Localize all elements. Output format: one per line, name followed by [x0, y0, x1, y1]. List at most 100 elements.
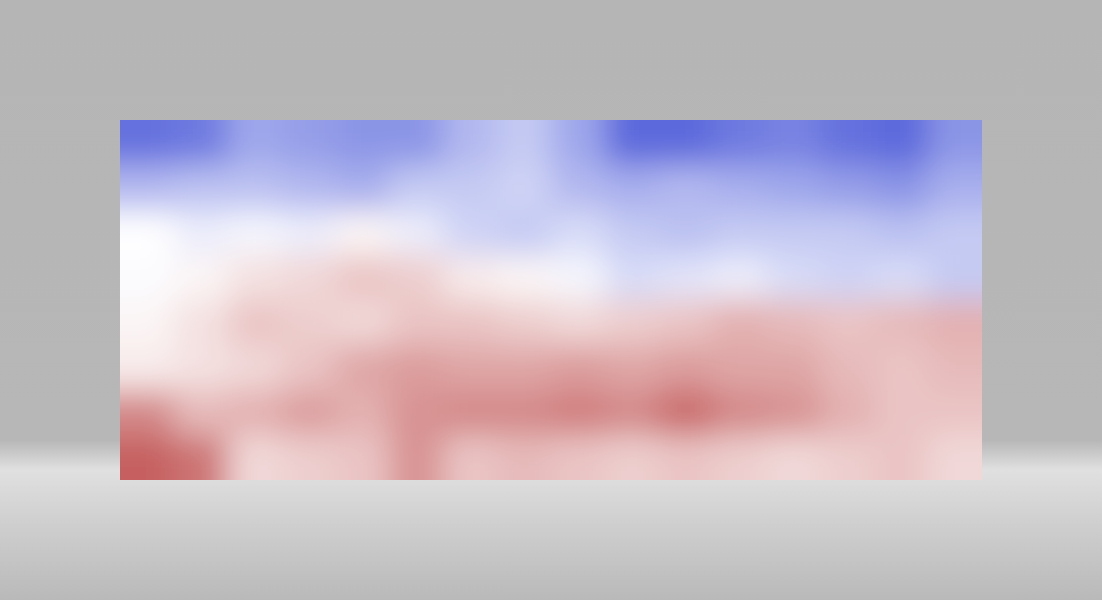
cell: [551, 120, 606, 166]
cell: [605, 165, 660, 211]
cell: [120, 165, 175, 211]
cell: [767, 300, 822, 346]
cell: [228, 210, 283, 256]
cell: [605, 435, 660, 480]
cell: [820, 345, 875, 391]
cell: [282, 300, 337, 346]
cell: [659, 165, 714, 211]
cell: [282, 255, 337, 301]
chart: [0, 0, 1102, 600]
cell: [659, 345, 714, 391]
cell: [551, 435, 606, 480]
cell: [820, 255, 875, 301]
cell: [713, 435, 768, 480]
cell: [228, 120, 283, 166]
cell: [659, 390, 714, 436]
cell: [605, 300, 660, 346]
cell: [389, 435, 444, 480]
cell: [336, 300, 391, 346]
cell: [928, 435, 982, 480]
cell: [928, 165, 982, 211]
cell: [659, 435, 714, 480]
cell: [443, 255, 498, 301]
cell: [713, 120, 768, 166]
cell: [389, 345, 444, 391]
cell: [336, 345, 391, 391]
cell: [820, 435, 875, 480]
cell: [120, 390, 175, 436]
cell: [443, 390, 498, 436]
cell: [120, 255, 175, 301]
cell: [928, 390, 982, 436]
cell: [874, 345, 929, 391]
cell: [605, 390, 660, 436]
cell: [605, 345, 660, 391]
cell: [389, 165, 444, 211]
cell: [659, 120, 714, 166]
cell: [767, 165, 822, 211]
cell: [713, 210, 768, 256]
cell: [713, 345, 768, 391]
cell: [605, 120, 660, 166]
cell: [820, 210, 875, 256]
cell: [551, 255, 606, 301]
cell: [389, 255, 444, 301]
cell: [228, 390, 283, 436]
cell: [120, 435, 175, 480]
cell: [874, 165, 929, 211]
cell: [820, 390, 875, 436]
cell: [443, 120, 498, 166]
cell: [497, 345, 552, 391]
cell: [551, 210, 606, 256]
cell: [120, 345, 175, 391]
cell: [120, 300, 175, 346]
cell: [767, 210, 822, 256]
cell: [228, 345, 283, 391]
cell: [443, 300, 498, 346]
cell: [928, 120, 982, 166]
cell: [767, 435, 822, 480]
cell: [928, 300, 982, 346]
cell: [874, 255, 929, 301]
cell: [713, 165, 768, 211]
cell: [174, 255, 229, 301]
cell: [174, 210, 229, 256]
cell: [174, 435, 229, 480]
heatmap: [120, 120, 982, 480]
cell: [767, 120, 822, 166]
cell: [497, 255, 552, 301]
cell: [874, 120, 929, 166]
cell: [767, 390, 822, 436]
cell: [605, 255, 660, 301]
cell: [497, 300, 552, 346]
cell: [174, 165, 229, 211]
cell: [174, 120, 229, 166]
cell: [336, 165, 391, 211]
cell: [389, 210, 444, 256]
cell: [551, 390, 606, 436]
cell: [282, 390, 337, 436]
cell: [174, 345, 229, 391]
cell: [659, 255, 714, 301]
cell: [228, 255, 283, 301]
cell: [497, 390, 552, 436]
cell: [713, 390, 768, 436]
cell: [874, 390, 929, 436]
cell: [497, 210, 552, 256]
cell: [874, 300, 929, 346]
cell: [443, 165, 498, 211]
cell: [228, 300, 283, 346]
cell: [820, 165, 875, 211]
cell: [928, 345, 982, 391]
cell: [336, 210, 391, 256]
cell: [282, 210, 337, 256]
cell: [928, 210, 982, 256]
cell: [120, 120, 175, 166]
cell: [228, 435, 283, 480]
cell: [443, 345, 498, 391]
cell: [659, 300, 714, 346]
cell: [443, 435, 498, 480]
cell: [120, 210, 175, 256]
cell: [174, 390, 229, 436]
cell: [282, 120, 337, 166]
